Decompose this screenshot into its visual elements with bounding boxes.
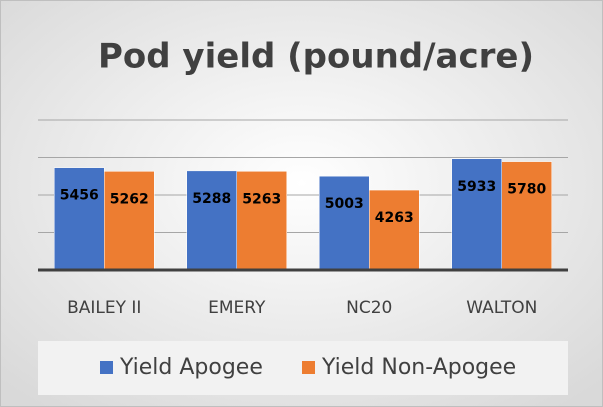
legend-label: Yield Apogee	[119, 355, 263, 380]
bar	[501, 161, 552, 271]
bar	[369, 189, 420, 271]
bar	[236, 171, 287, 271]
data-label: 5456	[60, 188, 99, 204]
data-label: 5933	[457, 179, 496, 195]
data-label: 5263	[242, 191, 281, 207]
legend-swatch	[100, 361, 113, 374]
legend-label: Yield Non-Apogee	[321, 355, 516, 380]
data-label: 5288	[192, 191, 231, 207]
bar	[104, 171, 155, 271]
data-label: 5003	[325, 196, 364, 212]
data-label: 5262	[110, 191, 149, 207]
legend-swatch	[302, 361, 315, 374]
x-tick-label: NC20	[346, 298, 392, 318]
data-label: 5780	[507, 182, 546, 198]
chart-title: Pod yield (pound/acre)	[98, 37, 534, 77]
bar	[319, 175, 370, 271]
x-tick-label: BAILEY II	[67, 298, 141, 318]
bar	[54, 167, 105, 271]
x-tick-label: EMERY	[208, 298, 266, 318]
x-tick-label: WALTON	[466, 298, 537, 318]
bar	[451, 158, 502, 271]
data-label: 4263	[375, 210, 414, 226]
bar	[186, 170, 237, 271]
